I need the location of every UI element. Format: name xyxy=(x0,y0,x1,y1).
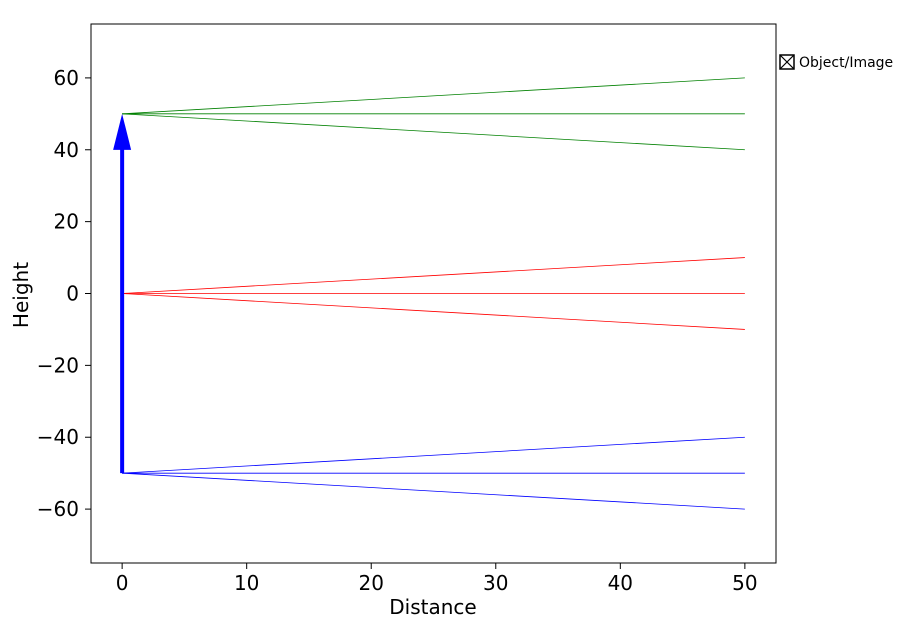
y-tick-label: 20 xyxy=(54,210,79,234)
ray-line-1 xyxy=(122,77,745,115)
x-tick-label: 40 xyxy=(608,571,633,595)
y-tick-label: −20 xyxy=(37,353,79,377)
ray-line-4 xyxy=(122,257,745,294)
ray-line-9 xyxy=(122,472,745,510)
x-tick-label: 20 xyxy=(359,571,384,595)
legend-marker-icon xyxy=(779,54,795,70)
x-axis-label: Distance xyxy=(389,595,476,619)
x-tick-label: 50 xyxy=(732,571,757,595)
object-arrow-head xyxy=(113,113,132,150)
y-tick-label: −60 xyxy=(37,497,79,521)
y-axis-label: Height xyxy=(9,262,33,328)
x-tick-label: 10 xyxy=(234,571,259,595)
ray-line-6 xyxy=(122,293,745,330)
legend-label: Object/Image xyxy=(799,55,893,71)
plot-layer xyxy=(113,77,745,510)
y-tick-label: −40 xyxy=(37,425,79,449)
ticks-layer: 0 10 20 30 40 50 −60 −40 −20 0 20 40 60 xyxy=(37,66,758,595)
y-tick-label: 40 xyxy=(54,138,79,162)
y-tick-label: 60 xyxy=(54,66,79,90)
ray-line-3 xyxy=(122,113,745,151)
x-tick-label: 0 xyxy=(116,571,129,595)
y-tick-label: 0 xyxy=(66,282,79,306)
x-tick-label: 30 xyxy=(483,571,508,595)
ray-line-7 xyxy=(122,436,745,474)
legend: Object/Image xyxy=(779,54,893,71)
